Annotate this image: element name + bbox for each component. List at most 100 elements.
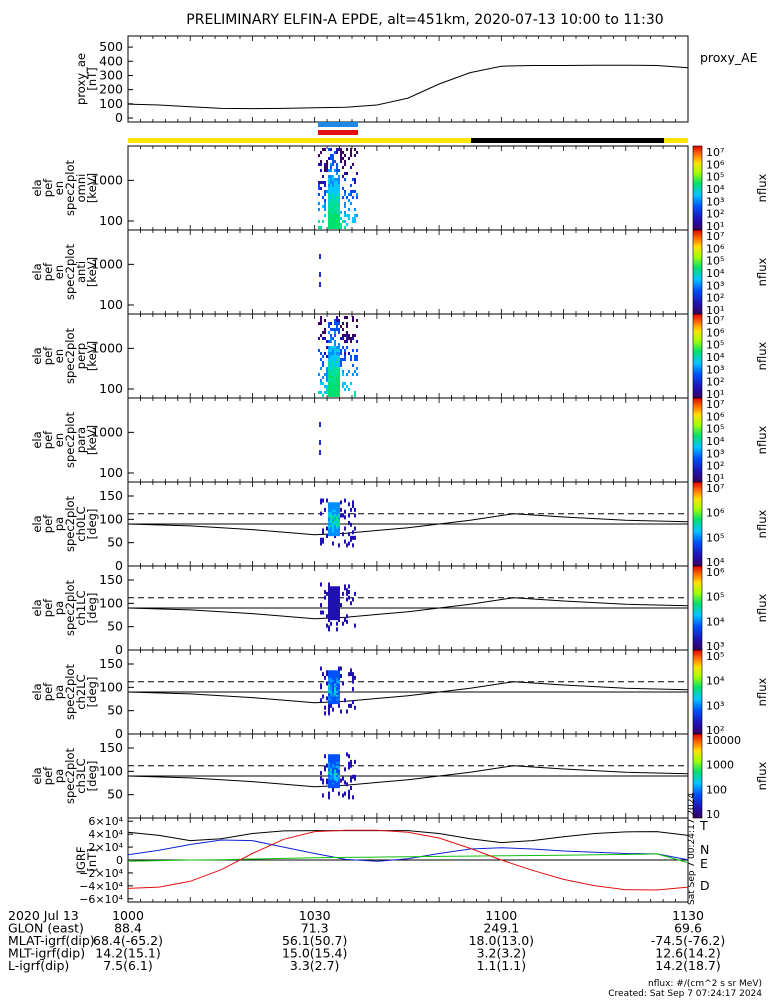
spectrogram-cell [340, 217, 342, 220]
spectrogram-cell [344, 382, 346, 385]
proxy-ae-ylabel-1: [nT] [85, 67, 99, 90]
spectrogram-cell [336, 193, 338, 196]
proxy-ae-ytick-label: 300 [99, 67, 123, 82]
colorbar [692, 145, 703, 231]
spectrogram-cell [320, 151, 322, 154]
pitch-angle-cell [352, 687, 354, 692]
spectrogram-cell [324, 337, 326, 340]
spectrogram-cell [326, 373, 328, 376]
spectrogram-cell [338, 205, 340, 208]
ephemeris-value: 12.6(14.2) [655, 946, 720, 961]
spectrogram-cell [340, 223, 342, 226]
pitch-angle-cell [340, 666, 342, 671]
pitch-angle-cell [340, 507, 342, 512]
colorbar-tick-label: 10¹ [706, 220, 724, 233]
spectrogram-cell [338, 322, 340, 325]
pitch-angle-cell [338, 754, 340, 759]
spectrogram-cell [334, 205, 336, 208]
colorbar-tick-label: 10¹ [706, 304, 724, 317]
colorbar-label: nflux [755, 761, 769, 790]
spectrogram-cell [336, 358, 338, 361]
spectrogram-cell [324, 163, 326, 166]
pitch-angle-cell [352, 700, 354, 705]
spectrogram-cell [348, 352, 350, 355]
energy-perp-ylabel-3: spec2plot [63, 327, 77, 384]
ytick-label: 1000 [91, 340, 123, 355]
pitch-angle-cell [342, 513, 344, 518]
spectrogram-cell [350, 340, 352, 343]
spectrogram-cell [334, 388, 336, 391]
spectrogram-cell [324, 214, 326, 217]
spectrogram-cell [336, 181, 338, 184]
spectrogram-cell [334, 217, 336, 220]
spectrogram-cell [334, 340, 336, 343]
pitch-ch2-ylabel-5: [deg] [85, 677, 99, 708]
spectrogram-cell [326, 379, 328, 382]
spectrogram-cell [336, 328, 338, 331]
pitch-angle-cell [340, 709, 342, 714]
spectrogram-cell [354, 220, 356, 223]
pitch-angle-cell [342, 793, 344, 798]
pitch-angle-cell [348, 789, 350, 794]
spectrogram-cell [324, 208, 326, 211]
spectrogram-cell [336, 214, 338, 217]
spectrogram-cell [328, 385, 330, 388]
spectrogram-cell [322, 220, 324, 223]
pitch-ch1-ylabel-1: pef [41, 598, 55, 617]
colorbar-tick-label: 10² [706, 376, 724, 389]
spectrogram-cell [328, 370, 330, 373]
ytick-label: 100 [99, 511, 123, 526]
spectrogram-cell [330, 148, 332, 151]
pitch-angle-cell [344, 618, 346, 622]
spectrogram-cell [332, 370, 334, 373]
pitch-ch1-ylabel-5: [deg] [85, 593, 99, 624]
spectrogram-cell [332, 349, 334, 352]
pitch-angle-cell [352, 500, 354, 505]
spectrogram-cell [334, 196, 336, 199]
spectrogram-cell [328, 199, 330, 202]
spectrogram-cell [334, 394, 336, 397]
pitch-angle-cell [324, 754, 326, 759]
spectrogram-cell [328, 208, 330, 211]
spectrogram-cell [330, 352, 332, 355]
spectrogram-cell [338, 364, 340, 367]
pitch-angle-cell [350, 763, 352, 768]
spectrogram-cell [342, 382, 344, 385]
pitch-angle-cell [344, 509, 346, 514]
spectrogram-cell [334, 391, 336, 394]
igrf-series-N [127, 839, 689, 862]
colorbar-tick-label: 100 [706, 783, 727, 796]
spectrogram-cell [319, 272, 321, 277]
spectrogram-cell [336, 187, 338, 190]
spectrogram-cell [334, 331, 336, 334]
ytick-label: 100 [99, 465, 123, 480]
spectrogram-cell [356, 349, 358, 352]
spectrogram-cell [324, 202, 326, 205]
spectrogram-cell [336, 373, 338, 376]
spectrogram-cell [338, 346, 340, 349]
pitch-ch0-ylabel-4: ch0LC [74, 506, 88, 541]
spectrogram-cell [320, 352, 322, 355]
pitch-angle-cell [344, 791, 346, 796]
energy-perp-ylabel-2: en [52, 349, 66, 363]
igrf-series-D [127, 829, 689, 891]
pitch-angle-cell [330, 502, 332, 507]
spectrogram-cell [334, 208, 336, 211]
spectrogram-cell [346, 172, 348, 175]
pitch-angle-cell [354, 513, 356, 518]
ytick-label: 0 [115, 726, 123, 741]
spectrogram-cell [350, 148, 352, 151]
pitch-angle-cell [326, 526, 328, 531]
pitch-angle-cell [324, 675, 326, 680]
spectrogram-cell [342, 328, 344, 331]
spectrogram-cell [348, 370, 350, 373]
spectrogram-cell [330, 181, 332, 184]
pitch-angle-cell [324, 765, 326, 770]
spectrogram-cell [330, 364, 332, 367]
spectrogram-cell [320, 160, 322, 163]
spectrogram-cell [344, 154, 346, 157]
pitch-angle-cell [322, 672, 324, 677]
colorbar-tick-label: 10⁴ [706, 267, 725, 280]
spectrogram-cell [340, 226, 342, 229]
